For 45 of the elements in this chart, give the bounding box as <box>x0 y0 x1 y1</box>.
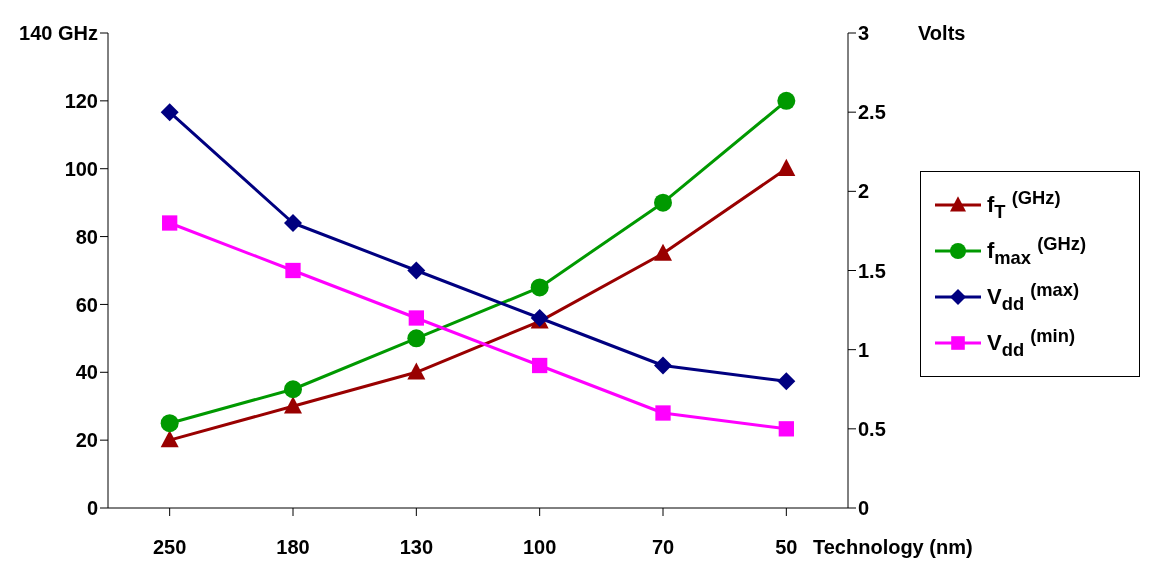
point <box>285 262 301 279</box>
point <box>160 414 179 433</box>
x-tick-label: 70 <box>651 536 675 559</box>
x-tick-label: 180 <box>276 536 310 559</box>
y2-tick-label: 0.5 <box>858 417 886 440</box>
point <box>654 356 672 375</box>
point <box>407 329 426 348</box>
point <box>160 430 179 448</box>
point <box>160 103 179 122</box>
point <box>778 421 794 437</box>
point <box>407 261 426 280</box>
y2-tick-label: 2.5 <box>858 101 886 124</box>
point <box>654 193 672 212</box>
y2-tick-label: 1 <box>858 338 870 361</box>
x-tick-label: 100 <box>522 536 557 559</box>
y2-tick-label: 2 <box>858 180 870 203</box>
point <box>777 158 796 176</box>
y-tick-label: 120 <box>64 89 98 112</box>
point <box>532 357 548 374</box>
y-tick-label: 40 <box>75 361 98 384</box>
y2-tick-label: 1.5 <box>858 259 886 282</box>
point <box>408 310 424 326</box>
y2-tick-label: 3 <box>858 22 870 45</box>
y-tick-label: 140 GHz <box>19 22 98 45</box>
point <box>777 372 796 391</box>
point <box>162 215 178 231</box>
point <box>777 91 796 110</box>
x-tick-label: 50 <box>775 536 798 559</box>
point <box>654 243 672 261</box>
y-tick-label: 20 <box>75 429 98 452</box>
point <box>530 278 549 297</box>
y-tick-label: 0 <box>86 497 98 520</box>
y-tick-label: 60 <box>75 293 98 316</box>
x-tick-label: 130 <box>399 536 434 559</box>
x-tick-label: 250 <box>152 536 187 559</box>
point <box>407 362 426 380</box>
point <box>284 214 302 232</box>
y-tick-label: 100 <box>64 157 98 180</box>
y2-axis-title: Volts <box>918 22 966 44</box>
y2-tick-label: 0 <box>858 497 870 520</box>
point <box>284 380 302 399</box>
y-tick-label: 80 <box>75 225 98 248</box>
point <box>284 396 302 414</box>
x-axis-title: Technology (nm) <box>813 536 973 558</box>
point <box>655 405 671 421</box>
